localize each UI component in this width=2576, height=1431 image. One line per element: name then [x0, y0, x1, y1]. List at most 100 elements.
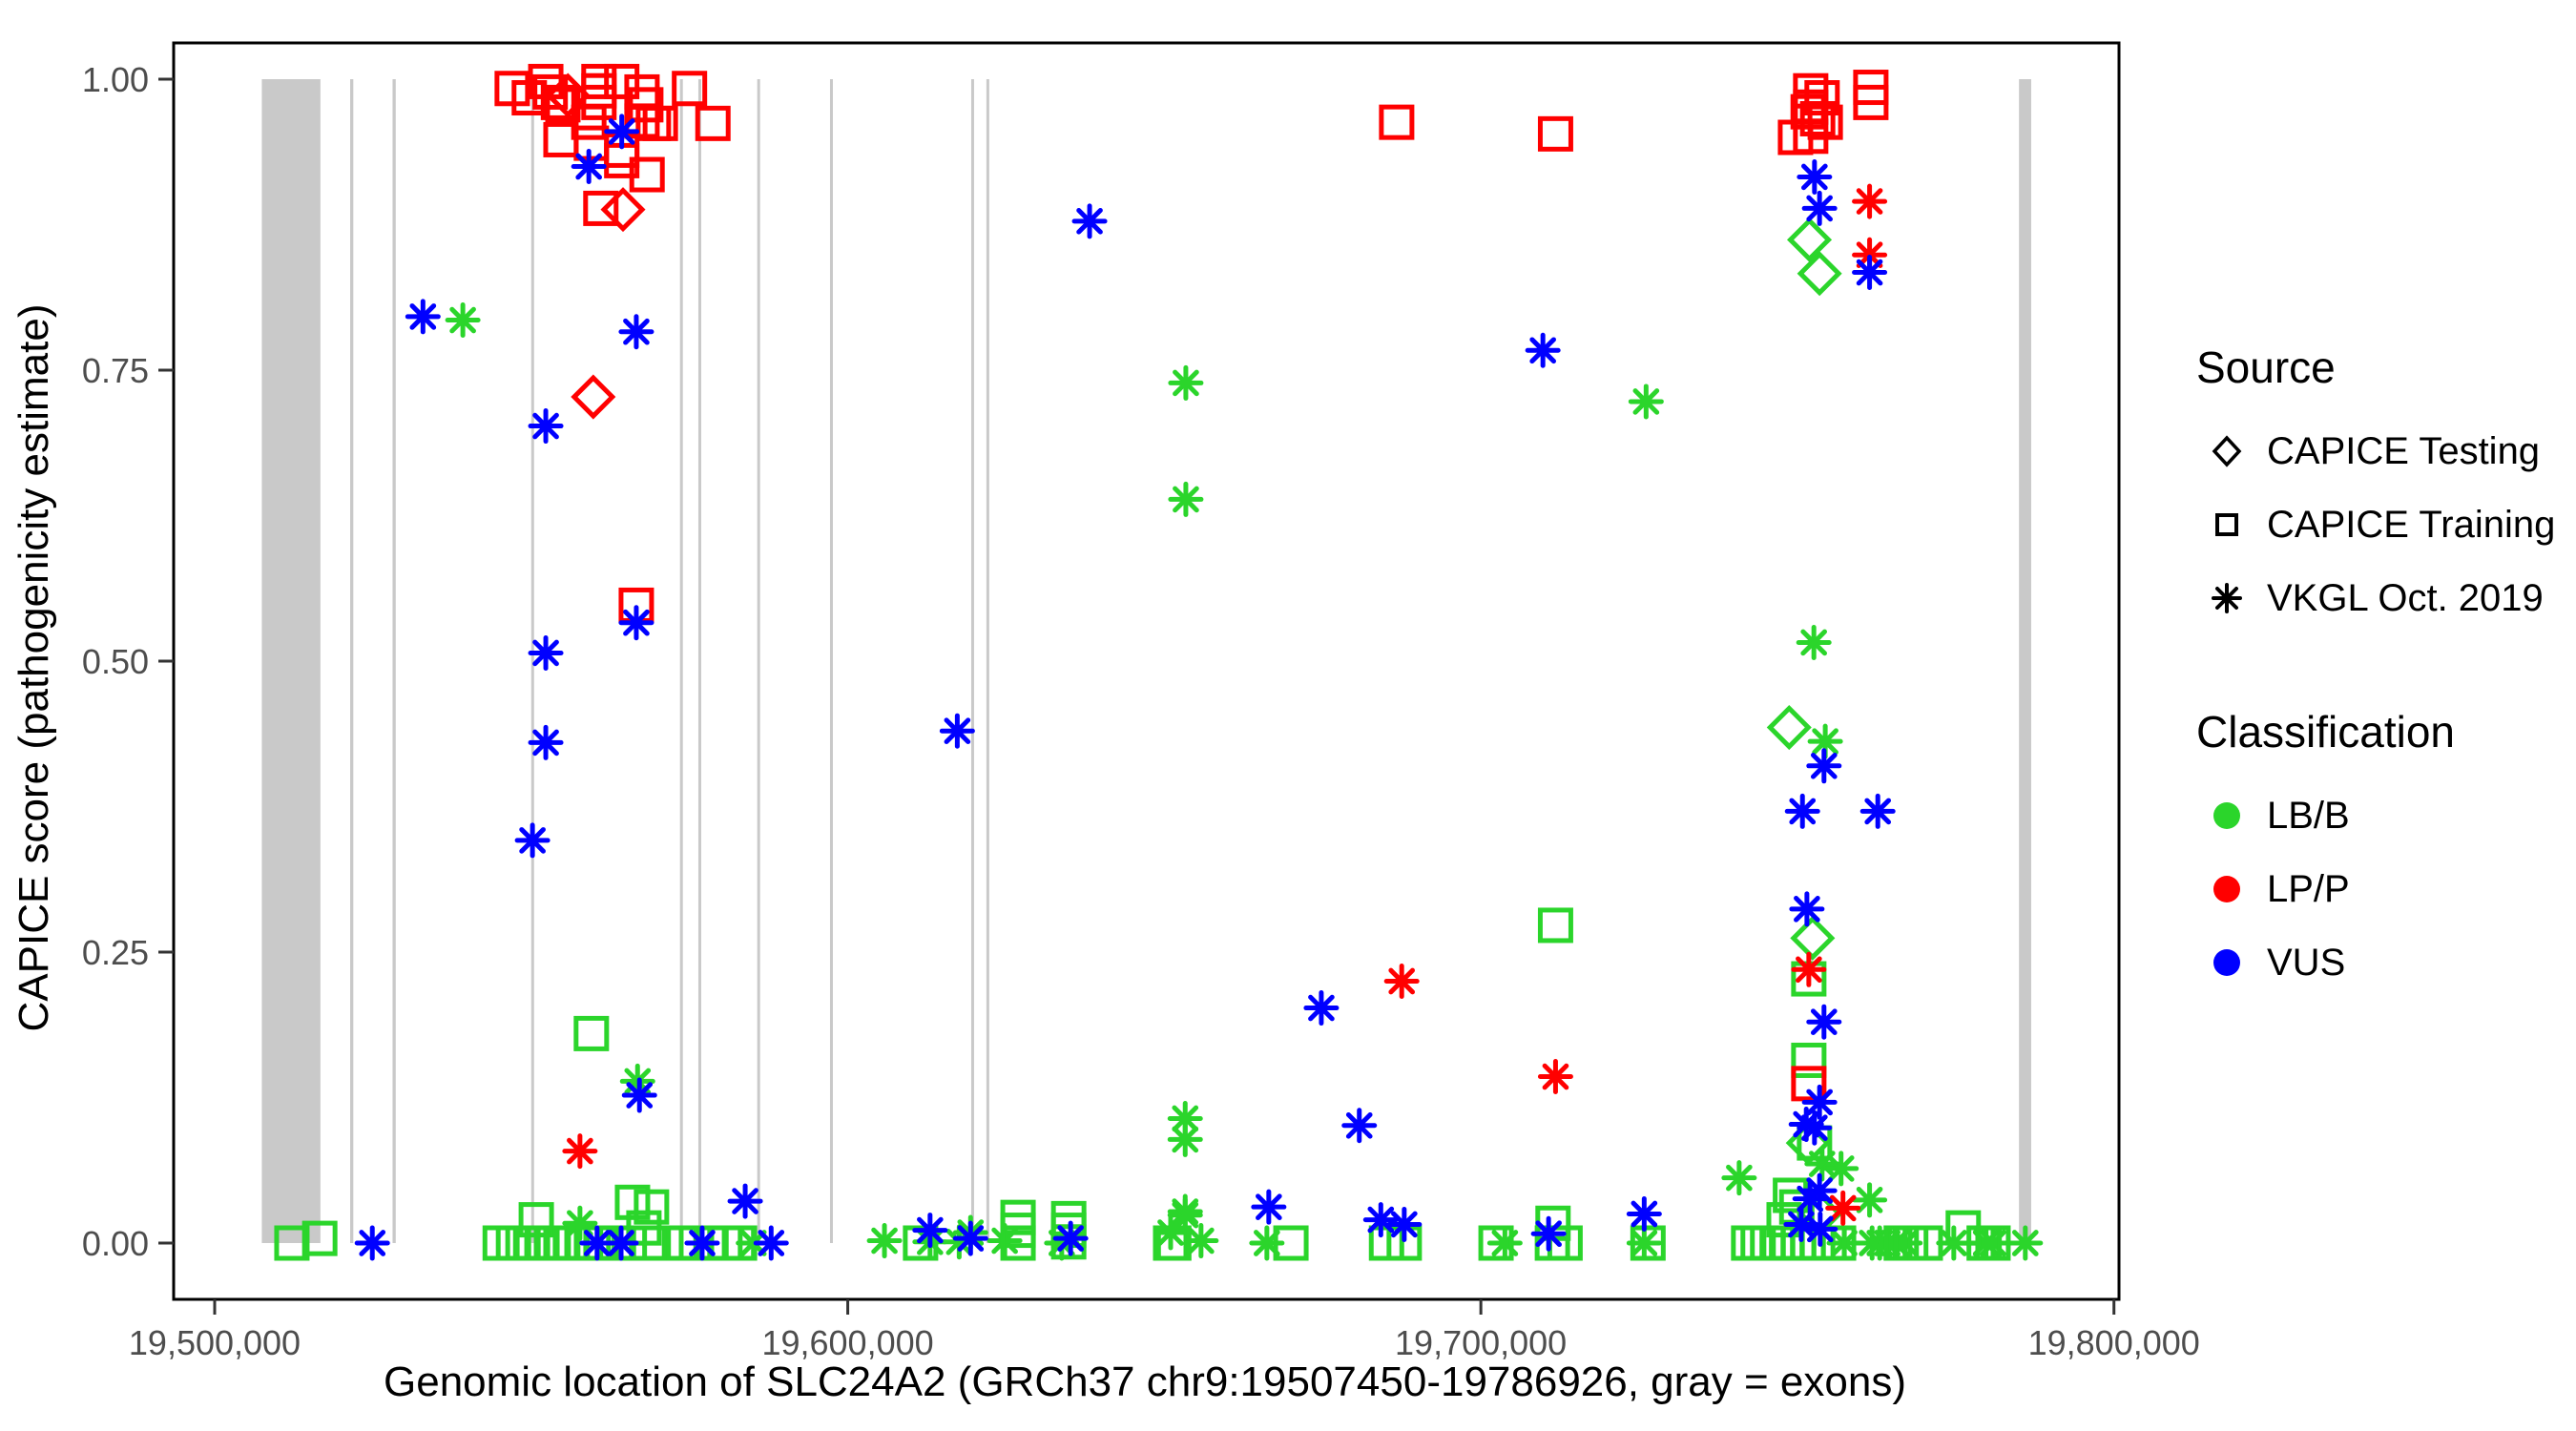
data-point — [2007, 1225, 2044, 1261]
data-point — [1945, 1210, 1982, 1246]
data-point — [1789, 891, 1825, 927]
legend-group-classification: Classification LB/B LP/P VUS — [2196, 706, 2568, 986]
x-tick-label: 19,500,000 — [129, 1323, 301, 1362]
data-point — [1379, 104, 1415, 140]
vus-color-dot — [2196, 944, 2257, 982]
data-point — [1777, 119, 1814, 156]
panel-border — [172, 41, 2121, 1301]
data-point — [1530, 1215, 1567, 1252]
data-point — [445, 302, 481, 339]
data-point — [1801, 190, 1838, 226]
data-point — [1626, 1225, 1662, 1261]
data-point — [618, 605, 654, 641]
data-point — [514, 822, 551, 859]
exon-band — [757, 79, 760, 1243]
data-point — [1791, 1066, 1827, 1102]
data-point — [1628, 384, 1664, 420]
data-point — [1766, 705, 1812, 751]
data-point — [354, 1225, 390, 1261]
data-point — [642, 105, 678, 141]
data-point — [1341, 1108, 1378, 1144]
legend-item-capice-training: CAPICE Training — [2196, 501, 2568, 549]
data-point — [573, 1015, 610, 1051]
data-point — [603, 1225, 639, 1261]
data-point — [1797, 158, 1833, 195]
data-point — [1537, 907, 1573, 944]
exon-band — [970, 79, 974, 1243]
data-point — [1167, 1100, 1203, 1136]
data-point — [1975, 1225, 2011, 1261]
data-point — [1784, 793, 1820, 829]
data-point — [1820, 1225, 1857, 1261]
y-tick-label: 1.00 — [82, 60, 149, 99]
data-point — [528, 724, 564, 760]
data-point — [571, 374, 616, 420]
data-point — [634, 1189, 670, 1225]
data-point — [614, 1184, 651, 1220]
legend-item-label: CAPICE Training — [2267, 503, 2556, 546]
data-point — [1802, 1211, 1839, 1247]
data-point — [952, 1220, 988, 1256]
data-point — [1251, 1189, 1287, 1225]
exon-band — [829, 79, 833, 1243]
exon-band — [697, 79, 701, 1243]
data-point — [621, 1077, 657, 1113]
data-point — [939, 713, 975, 749]
data-point — [604, 114, 640, 150]
data-point — [1071, 203, 1108, 239]
legend-source-title: Source — [2196, 342, 2336, 392]
data-point — [1626, 1196, 1662, 1232]
y-tick-label: 0.25 — [82, 933, 149, 972]
data-point — [1852, 1182, 1888, 1218]
data-point — [1859, 793, 1896, 829]
x-tick-label: 19,600,000 — [761, 1323, 933, 1362]
data-point — [1731, 1225, 1767, 1261]
data-point — [695, 105, 731, 141]
data-point — [562, 1133, 598, 1170]
data-point — [629, 156, 665, 193]
data-point — [1167, 1121, 1203, 1157]
data-point — [1478, 1225, 1514, 1261]
data-point — [1486, 1225, 1523, 1261]
exon-band — [679, 79, 683, 1243]
legend-item-lbb: LB/B — [2196, 792, 2568, 840]
data-point — [545, 73, 591, 118]
data-point — [672, 71, 708, 107]
data-point — [866, 1223, 903, 1259]
legend-classification-title: Classification — [2196, 707, 2455, 757]
data-point — [581, 63, 617, 99]
legend-item-capice-testing: CAPICE Testing — [2196, 427, 2568, 475]
data-point — [684, 1225, 720, 1261]
data-point — [1852, 255, 1888, 291]
data-point — [1806, 748, 1842, 784]
legend-group-source: Source CAPICE Testing CAPICE Training — [2196, 342, 2568, 622]
data-point — [571, 149, 607, 184]
data-point — [600, 187, 646, 233]
legend-item-label: LB/B — [2267, 794, 2350, 837]
data-point — [1797, 1110, 1833, 1146]
data-point — [1825, 1190, 1861, 1226]
data-point — [1791, 1042, 1827, 1078]
data-point — [1797, 251, 1842, 297]
data-point — [1052, 1220, 1089, 1256]
data-point — [618, 314, 654, 350]
data-point — [1792, 1181, 1828, 1217]
data-point — [1791, 951, 1827, 987]
legend-item-lpp: LP/P — [2196, 865, 2568, 913]
data-point — [528, 408, 564, 445]
x-tick-label: 19,800,000 — [2028, 1323, 2200, 1362]
data-point — [1853, 84, 1889, 120]
lpp-color-dot — [2196, 870, 2257, 908]
data-point — [532, 73, 569, 110]
data-point — [1907, 1225, 1943, 1261]
data-point — [1806, 1004, 1842, 1040]
data-point — [1000, 1225, 1036, 1261]
data-point — [1786, 217, 1833, 262]
legend-item-label: VKGL Oct. 2019 — [2267, 576, 2544, 619]
data-point — [1801, 1084, 1838, 1120]
data-point — [1273, 1225, 1309, 1261]
exon-band — [350, 79, 354, 1243]
data-point — [1383, 964, 1420, 999]
